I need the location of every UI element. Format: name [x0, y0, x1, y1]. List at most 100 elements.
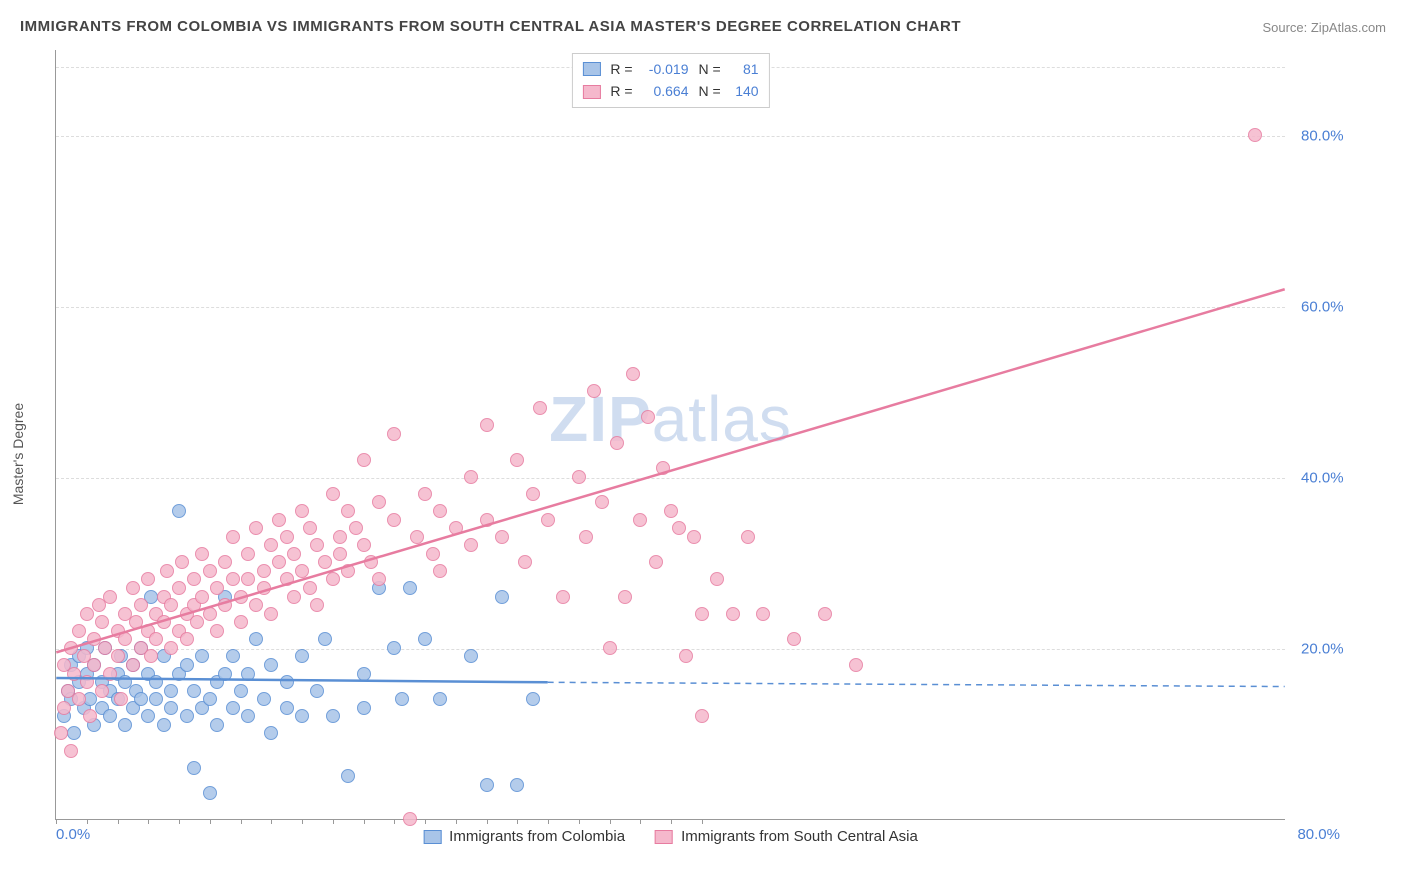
data-point	[241, 547, 255, 561]
data-point	[357, 538, 371, 552]
data-point	[480, 418, 494, 432]
data-point	[164, 684, 178, 698]
data-point	[87, 658, 101, 672]
data-point	[303, 581, 317, 595]
data-point	[518, 555, 532, 569]
data-point	[464, 649, 478, 663]
data-point	[1248, 128, 1262, 142]
x-minor-tick	[56, 819, 57, 824]
data-point	[172, 581, 186, 595]
data-point	[141, 709, 155, 723]
x-minor-tick	[118, 819, 119, 824]
data-point	[372, 572, 386, 586]
data-point	[326, 487, 340, 501]
data-point	[433, 692, 447, 706]
data-point	[387, 513, 401, 527]
x-minor-tick	[610, 819, 611, 824]
data-point	[587, 384, 601, 398]
swatch-pink	[582, 85, 600, 99]
data-point	[287, 590, 301, 604]
data-point	[80, 675, 94, 689]
data-point	[187, 572, 201, 586]
data-point	[234, 615, 248, 629]
data-point	[67, 726, 81, 740]
data-point	[226, 572, 240, 586]
y-tick-label: 40.0%	[1301, 469, 1344, 486]
data-point	[695, 607, 709, 621]
legend-label: Immigrants from Colombia	[449, 828, 625, 845]
data-point	[118, 718, 132, 732]
data-point	[418, 487, 432, 501]
data-point	[687, 530, 701, 544]
data-point	[164, 641, 178, 655]
legend-stats-row: R = 0.664 N = 140	[582, 80, 758, 102]
data-point	[187, 684, 201, 698]
data-point	[160, 564, 174, 578]
data-point	[626, 367, 640, 381]
data-point	[326, 572, 340, 586]
x-minor-tick	[579, 819, 580, 824]
data-point	[403, 581, 417, 595]
data-point	[164, 701, 178, 715]
data-point	[103, 667, 117, 681]
data-point	[80, 607, 94, 621]
data-point	[249, 521, 263, 535]
data-point	[264, 658, 278, 672]
data-point	[280, 675, 294, 689]
data-point	[849, 658, 863, 672]
data-point	[64, 744, 78, 758]
data-point	[280, 530, 294, 544]
data-point	[326, 709, 340, 723]
data-point	[756, 607, 770, 621]
data-point	[172, 504, 186, 518]
data-point	[83, 709, 97, 723]
x-minor-tick	[425, 819, 426, 824]
data-point	[710, 572, 724, 586]
data-point	[433, 504, 447, 518]
data-point	[280, 701, 294, 715]
data-point	[480, 778, 494, 792]
data-point	[426, 547, 440, 561]
data-point	[618, 590, 632, 604]
y-tick-label: 80.0%	[1301, 127, 1344, 144]
data-point	[218, 667, 232, 681]
data-point	[210, 718, 224, 732]
data-point	[526, 692, 540, 706]
data-point	[387, 641, 401, 655]
data-point	[54, 726, 68, 740]
data-point	[310, 538, 324, 552]
data-point	[249, 632, 263, 646]
data-point	[595, 495, 609, 509]
legend-item: Immigrants from Colombia	[423, 828, 625, 845]
data-point	[203, 607, 217, 621]
data-point	[480, 513, 494, 527]
data-point	[226, 530, 240, 544]
data-point	[234, 684, 248, 698]
x-minor-tick	[333, 819, 334, 824]
data-point	[241, 572, 255, 586]
x-minor-tick	[702, 819, 703, 824]
data-point	[295, 504, 309, 518]
data-point	[149, 632, 163, 646]
data-point	[464, 470, 478, 484]
data-point	[418, 632, 432, 646]
data-point	[72, 692, 86, 706]
data-point	[126, 581, 140, 595]
data-point	[103, 709, 117, 723]
data-point	[495, 530, 509, 544]
x-tick-start: 0.0%	[56, 826, 90, 843]
data-point	[203, 692, 217, 706]
data-point	[526, 487, 540, 501]
data-point	[641, 410, 655, 424]
data-point	[610, 436, 624, 450]
data-point	[257, 581, 271, 595]
data-point	[395, 692, 409, 706]
data-point	[126, 658, 140, 672]
data-point	[449, 521, 463, 535]
data-point	[157, 615, 171, 629]
data-point	[372, 495, 386, 509]
data-point	[295, 564, 309, 578]
data-point	[190, 615, 204, 629]
data-point	[149, 692, 163, 706]
legend-stats: R = -0.019 N = 81 R = 0.664 N = 140	[571, 53, 769, 108]
